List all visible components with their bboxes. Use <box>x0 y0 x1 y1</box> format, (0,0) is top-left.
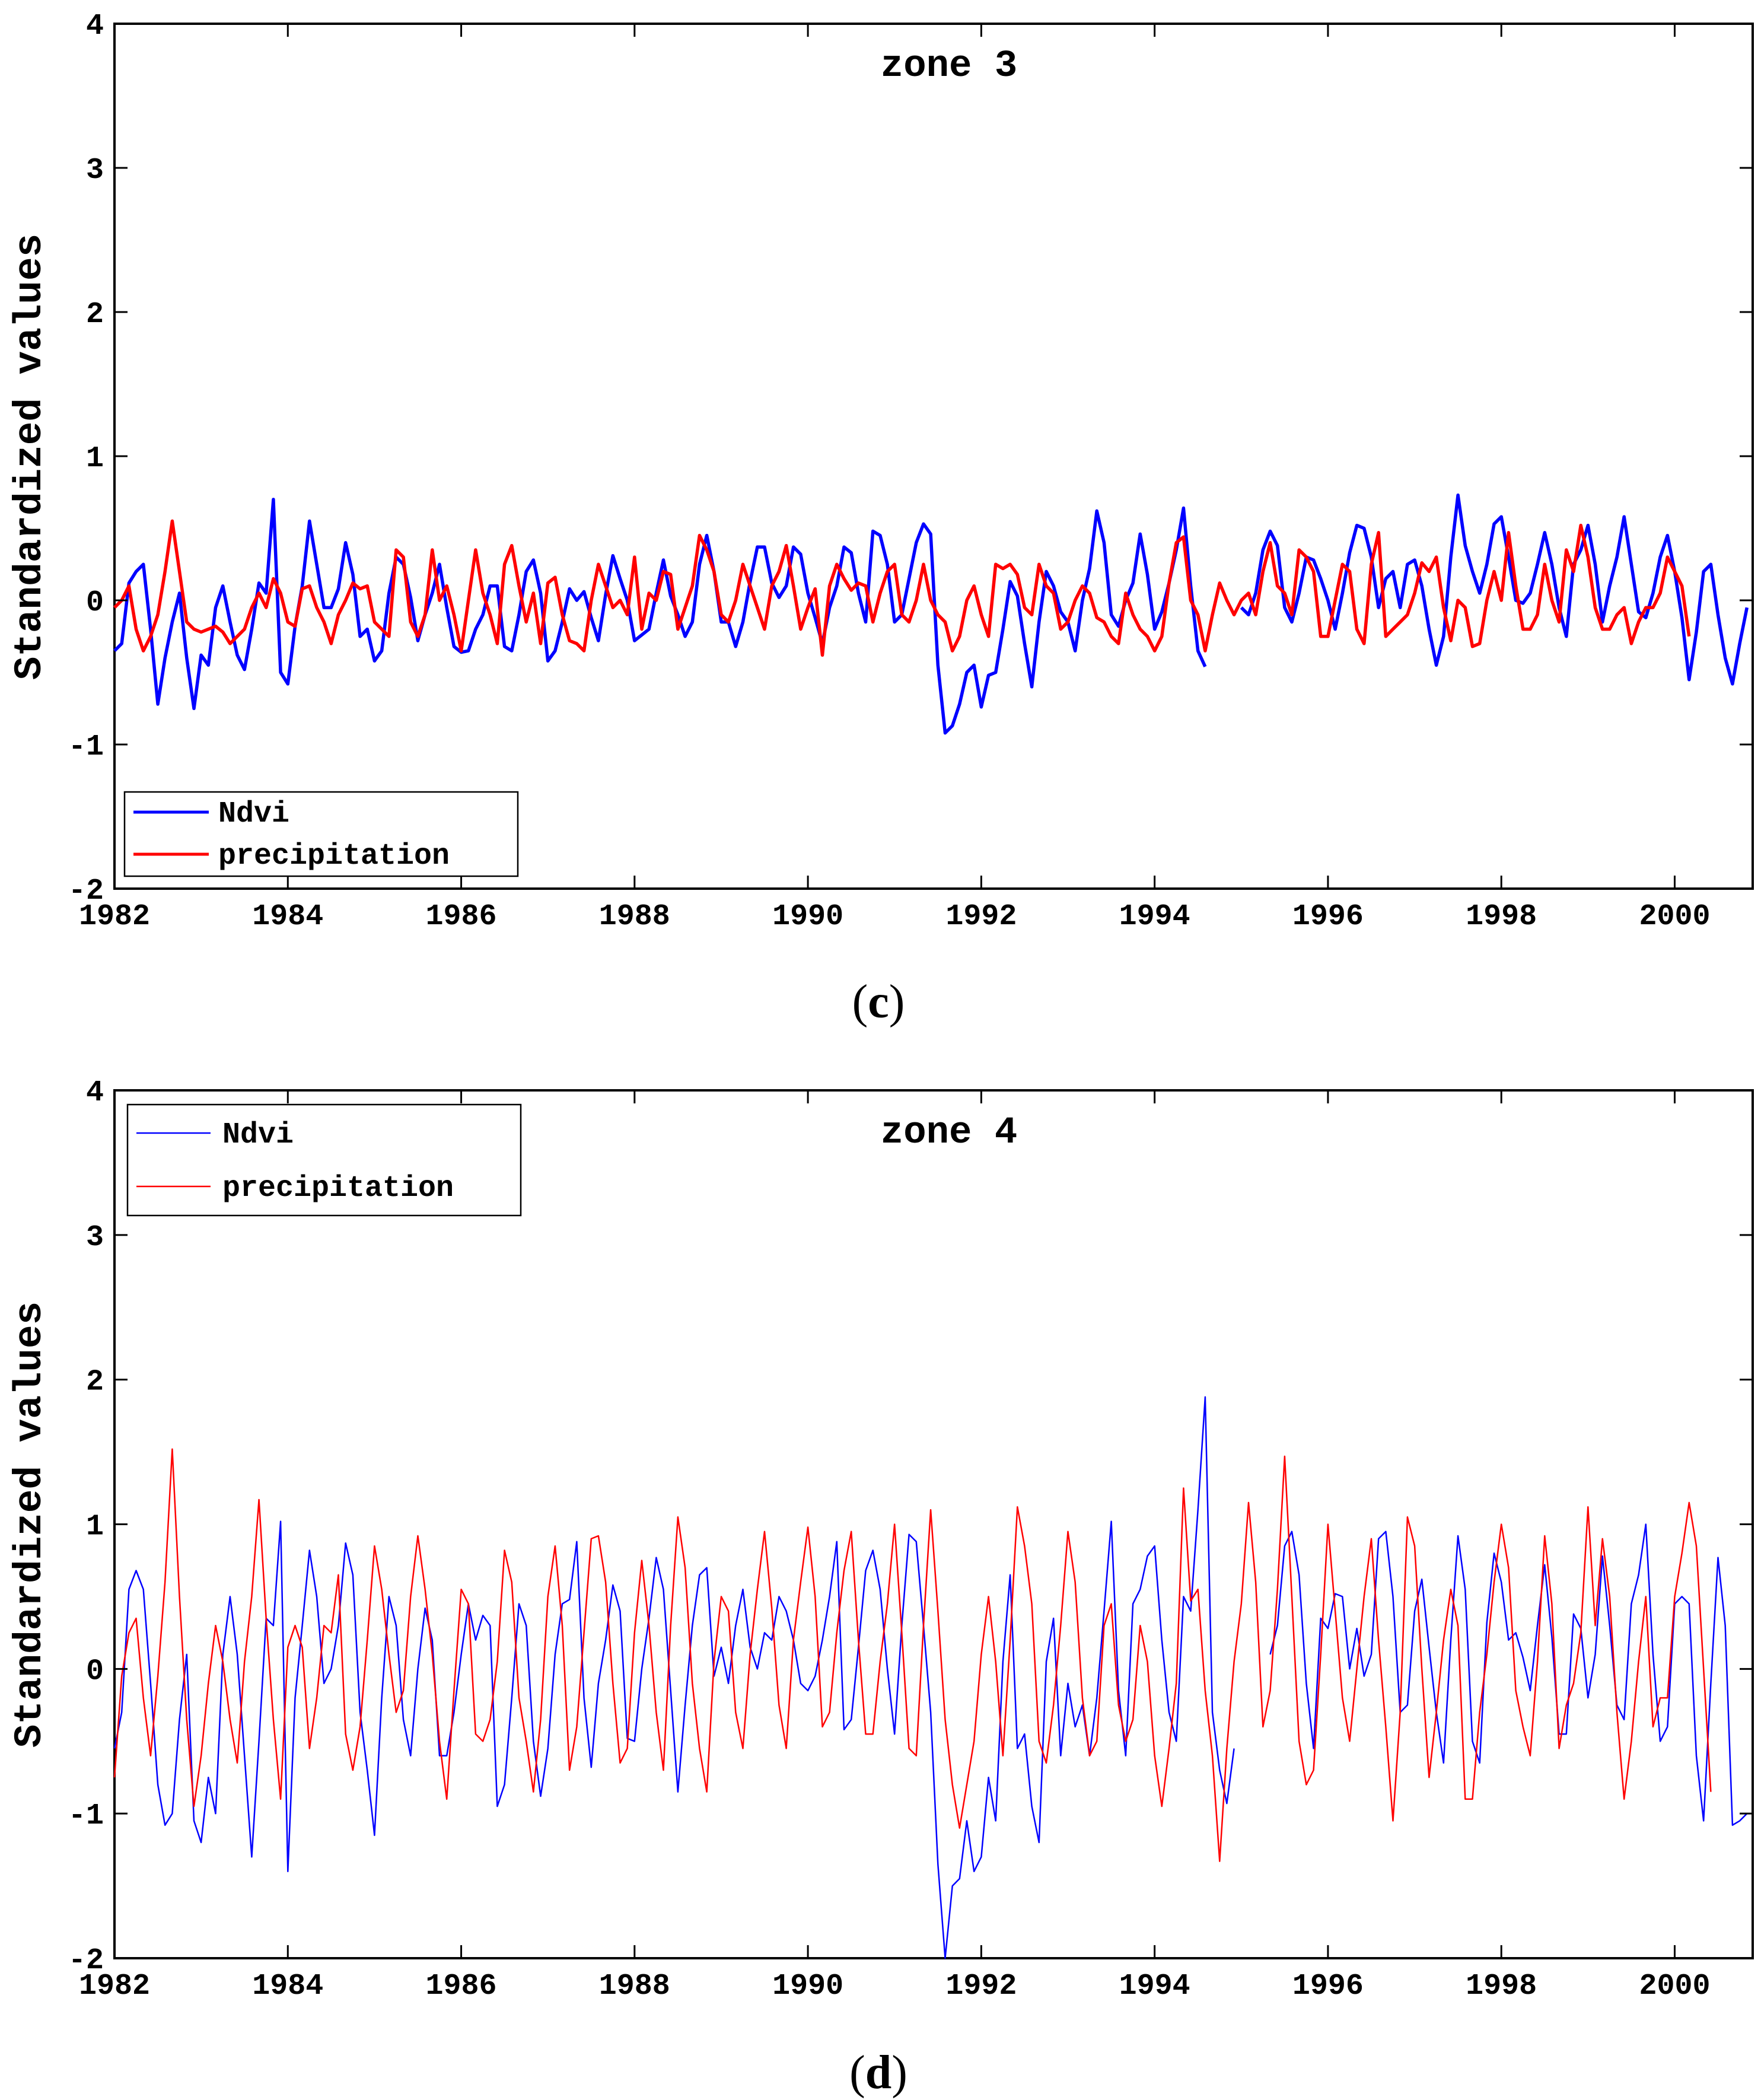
x-tick-label: 1998 <box>1466 900 1537 934</box>
panel-zone-3: 1982 1984 1986 1988 1990 1992 1994 1996 1998 2000… <box>8 9 1754 1028</box>
y-tick-label: -2 <box>68 1944 104 1978</box>
x-tick-label: 1994 <box>1119 1969 1190 2003</box>
x-tick-label: 1996 <box>1292 1969 1364 2003</box>
y-tick-label: 1 <box>86 442 104 476</box>
panel-caption-d: (d) <box>849 2047 907 2099</box>
y-tick-label: 3 <box>86 1221 104 1255</box>
legend-label-ndvi: Ndvi <box>222 1118 294 1152</box>
x-tick-label: 1996 <box>1292 900 1364 934</box>
panel-label: d <box>865 2047 892 2099</box>
y-tick-label: 2 <box>86 1366 104 1399</box>
x-tick-label: 2000 <box>1639 900 1710 934</box>
panel-zone-4: 1982 1984 1986 1988 1990 1992 1994 1996 1998 2000… <box>8 1076 1754 2099</box>
legend-box <box>126 1103 522 1217</box>
y-tick-label: 3 <box>86 154 104 187</box>
x-tick-label: 1986 <box>426 1969 497 2003</box>
y-axis-label: Standardized values <box>8 234 52 680</box>
y-tick-label: -1 <box>68 1799 104 1833</box>
x-tick-label: 1990 <box>772 1969 843 2003</box>
y-tick-label: 4 <box>86 1076 104 1110</box>
x-tick-label: 1982 <box>79 1969 150 2003</box>
chart-title: zone 4 <box>881 1112 1017 1154</box>
x-tick-label: 1990 <box>772 900 843 934</box>
legend-label-ndvi: Ndvi <box>218 797 289 831</box>
x-tick-label: 1994 <box>1119 900 1190 934</box>
x-tick-label: 1988 <box>599 1969 670 2003</box>
legend: Ndvi precipitation <box>126 1103 522 1217</box>
x-tick-label: 1998 <box>1466 1969 1537 2003</box>
y-tick-label: -2 <box>68 874 104 908</box>
x-tick-label: 1982 <box>79 900 150 934</box>
plot-area-frame <box>113 1089 1754 1959</box>
series-line-precipitation <box>113 519 1691 657</box>
panel-label: c <box>868 976 889 1028</box>
y-tick-label: 0 <box>86 586 104 620</box>
x-tick-label: 1992 <box>945 900 1017 934</box>
y-axis-label: Standardized values <box>8 1302 52 1748</box>
legend-label-precipitation: precipitation <box>218 839 450 873</box>
legend-box <box>123 791 519 877</box>
legend-label-precipitation: precipitation <box>222 1172 454 1205</box>
y-tick-label: 0 <box>86 1654 104 1688</box>
panel-caption-c: (c) <box>852 976 905 1028</box>
y-tick-label: -1 <box>68 730 104 764</box>
legend: Ndvi precipitation <box>123 791 519 877</box>
x-tick-label: 1992 <box>945 1969 1017 2003</box>
chart-title: zone 3 <box>881 45 1017 88</box>
x-tick-label: 1988 <box>599 900 670 934</box>
x-tick-label: 2000 <box>1639 1969 1710 2003</box>
x-tick-label: 1984 <box>252 900 323 934</box>
y-tick-label: 4 <box>86 9 104 43</box>
plot-area-frame <box>113 23 1754 890</box>
series-line-precipitation <box>113 1448 1712 1862</box>
x-tick-label: 1984 <box>252 1969 323 2003</box>
y-tick-label: 2 <box>86 298 104 332</box>
y-tick-label: 1 <box>86 1510 104 1544</box>
series-line-ndvi <box>113 1396 1748 1959</box>
x-tick-label: 1986 <box>426 900 497 934</box>
